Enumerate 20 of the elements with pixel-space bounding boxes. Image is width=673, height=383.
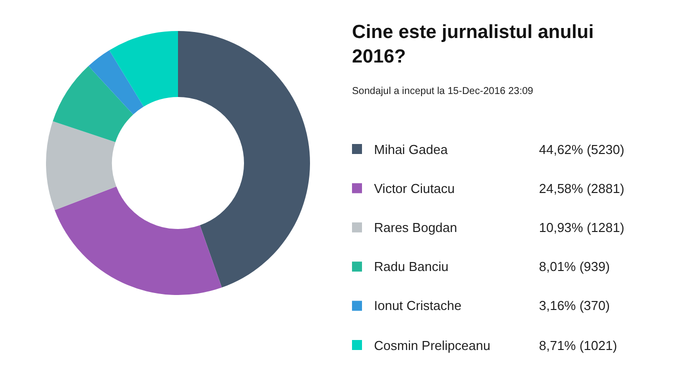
donut-slice <box>178 31 310 288</box>
legend-label: Rares Bogdan <box>374 220 458 235</box>
donut-slice <box>54 186 222 295</box>
legend-label: Cosmin Prelipceanu <box>374 338 490 353</box>
legend-label: Victor Ciutacu <box>374 181 455 196</box>
donut-slice <box>109 31 178 107</box>
legend-label: Radu Banciu <box>374 259 448 274</box>
data-label: 10,93% (1281) <box>539 220 624 235</box>
data-label: 3,16% (370) <box>539 298 610 313</box>
legend-label: Mihai Gadea <box>374 142 448 157</box>
donut-slice <box>46 121 116 210</box>
donut-slice <box>88 50 144 115</box>
data-label: 8,01% (939) <box>539 259 610 274</box>
data-label: 44,62% (5230) <box>539 142 624 157</box>
donut-slice <box>52 66 134 142</box>
chart-title: Cine este jurnalistul anului 2016? <box>352 22 594 68</box>
data-label: 24,58% (2881) <box>539 181 624 196</box>
data-label: 8,71% (1021) <box>539 338 618 353</box>
text: Sondajul a inceput la 15-Dec-2016 23:09 <box>352 86 534 97</box>
legend-label: Ionut Cristache <box>374 298 462 313</box>
